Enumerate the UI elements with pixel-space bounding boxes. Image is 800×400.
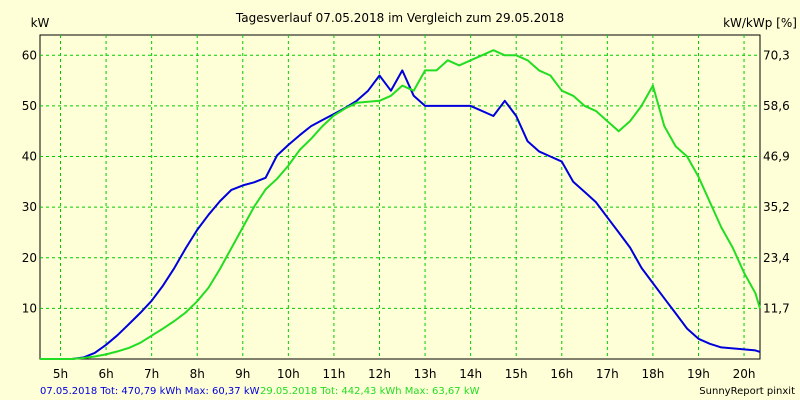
x-tick-12h: 12h xyxy=(368,367,391,381)
x-tick-19h: 19h xyxy=(687,367,710,381)
x-tick-13h: 13h xyxy=(414,367,437,381)
y2-tick-2: 35,2 xyxy=(763,200,790,214)
chart-title: Tagesverlauf 07.05.2018 im Vergleich zum… xyxy=(235,11,564,25)
series-group xyxy=(40,49,761,360)
y-tick-60: 60 xyxy=(22,48,37,62)
y2-tick-1: 23,4 xyxy=(763,251,790,265)
ticks: 5h 6h 7h 8h 9h 10h 11h 12h 13h 14h 15h 16h 17h 18h 19h… xyxy=(22,48,790,381)
series-line-2 xyxy=(40,49,761,360)
x-tick-17h: 17h xyxy=(596,367,619,381)
series-line-1 xyxy=(40,69,761,360)
x-tick-18h: 18h xyxy=(641,367,664,381)
x-tick-16h: 16h xyxy=(550,367,573,381)
y2-tick-4: 58,6 xyxy=(763,99,790,113)
y-tick-40: 40 xyxy=(22,150,37,164)
y-axis-label: kW xyxy=(31,16,50,30)
y-tick-10: 10 xyxy=(22,301,37,315)
x-tick-5h: 5h xyxy=(53,367,68,381)
x-tick-7h: 7h xyxy=(144,367,159,381)
y2-tick-5: 70,3 xyxy=(763,48,790,62)
y2-axis-label: kW/kWp [%] xyxy=(723,16,797,30)
x-tick-14h: 14h xyxy=(459,367,482,381)
x-tick-15h: 15h xyxy=(505,367,528,381)
footer-credit: SunnyReport pinxit xyxy=(699,386,795,397)
x-tick-6h: 6h xyxy=(98,367,113,381)
x-tick-11h: 11h xyxy=(322,367,345,381)
y-tick-50: 50 xyxy=(22,99,37,113)
x-tick-9h: 9h xyxy=(235,367,250,381)
x-tick-10h: 10h xyxy=(277,367,300,381)
x-tick-8h: 8h xyxy=(190,367,205,381)
plot-area xyxy=(39,34,761,360)
y-tick-30: 30 xyxy=(22,200,37,214)
footer-blue-summary: 07.05.2018 Tot: 470,79 kWh Max: 60,37 kW xyxy=(40,386,260,397)
footer-green-summary: 29.05.2018 Tot: 442,43 kWh Max: 63,67 kW xyxy=(260,386,480,397)
y-tick-20: 20 xyxy=(22,251,37,265)
x-tick-20h: 20h xyxy=(733,367,756,381)
y2-tick-0: 11,7 xyxy=(763,301,790,315)
y2-tick-3: 46,9 xyxy=(763,150,790,164)
